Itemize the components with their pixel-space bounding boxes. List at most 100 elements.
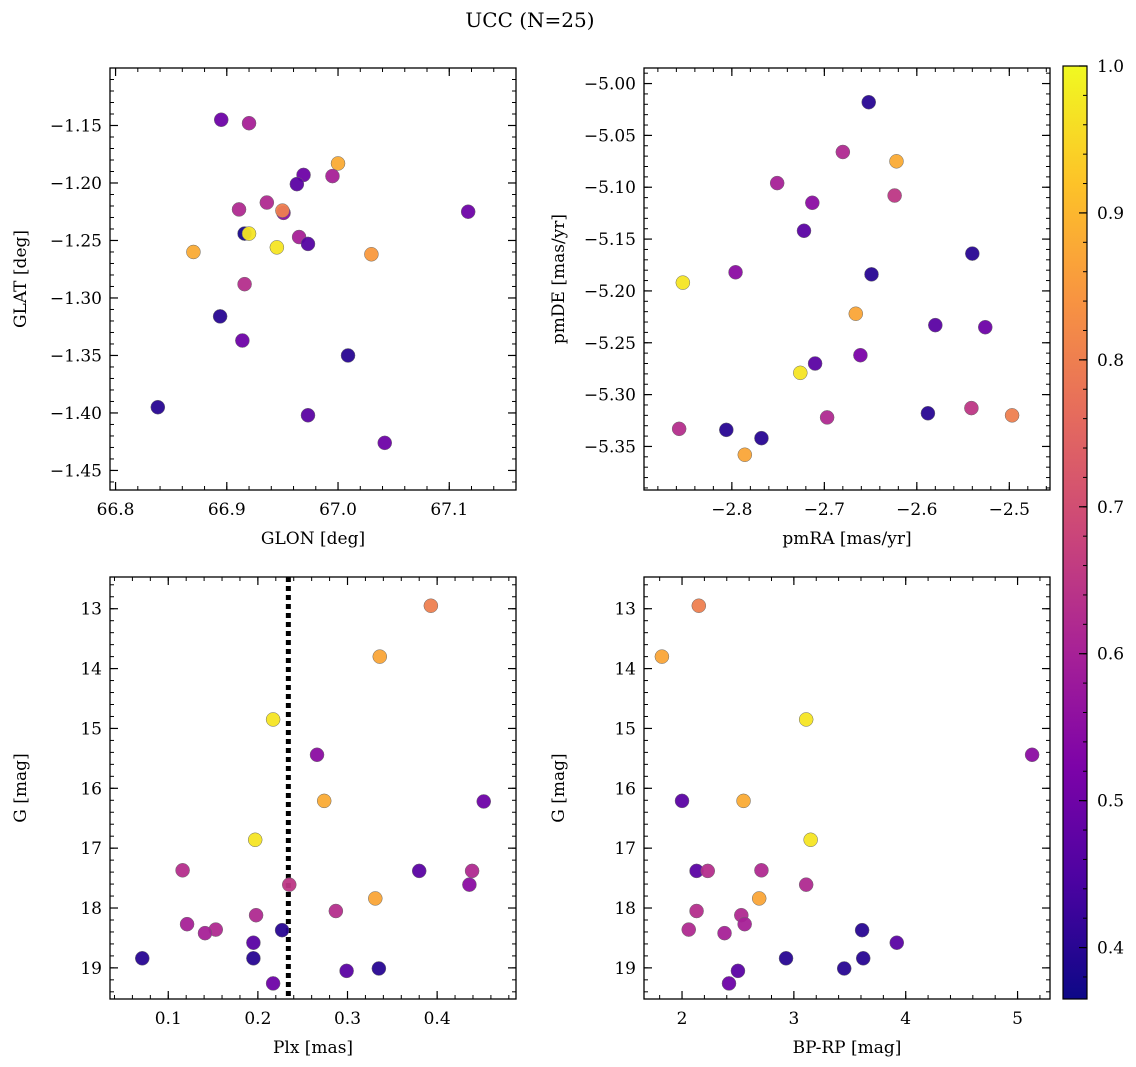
data-point (460, 204, 476, 219)
data-point (855, 951, 871, 966)
y-tick-label: −1.45 (50, 461, 102, 481)
data-point (848, 306, 864, 321)
data-point (237, 276, 252, 292)
data-point (339, 963, 354, 979)
y-tick-label: 14 (80, 660, 102, 680)
y-tick-label: 15 (614, 719, 636, 739)
data-point (309, 747, 325, 763)
y-tick-label: −5.20 (584, 282, 636, 302)
x-axis-label: GLON [deg] (261, 529, 365, 549)
data-point (275, 203, 290, 218)
data-point (864, 267, 879, 282)
y-tick-label: −1.30 (50, 289, 102, 309)
points (150, 112, 476, 451)
panels: 66.8 66.9 67.0 67.1 −1.45 −1.40 −1.35 −1.30 −1.2… (11, 67, 1051, 1058)
data-point (798, 877, 814, 892)
panel-3: 0.1 0.2 0.3 0.4 13 14 15 16 17 18 19 Plx [mas] G [ma… (11, 576, 517, 1058)
data-point (300, 236, 316, 252)
data-point (316, 793, 332, 809)
data-point (328, 903, 344, 919)
y-tick-label: 13 (80, 600, 102, 620)
y-tick-label: 14 (614, 660, 636, 680)
y-tick-label: −1.35 (50, 346, 102, 366)
data-point (964, 400, 979, 416)
data-point (805, 195, 820, 211)
data-point (965, 246, 980, 261)
data-point (377, 435, 392, 451)
data-point (372, 649, 388, 664)
y-tick-label: −1.20 (50, 174, 102, 194)
y-tick-label: −5.25 (584, 334, 636, 354)
y-tick-label: −1.40 (50, 404, 102, 424)
data-point (476, 794, 491, 809)
data-point (247, 832, 263, 848)
x-axis-label: BP-RP [mag] (793, 1038, 902, 1058)
y-tick-label: −5.15 (584, 230, 636, 250)
data-point (853, 347, 868, 363)
x-tick-label: −2.5 (989, 500, 1030, 520)
y-tick-label: 17 (80, 839, 102, 859)
data-point (807, 356, 823, 371)
data-point (700, 863, 716, 879)
y-axis-label: pmDE [mas/yr] (549, 214, 569, 344)
data-point (861, 94, 876, 110)
data-point (213, 112, 229, 127)
points (654, 598, 1040, 991)
colorbar-gradient (1062, 65, 1088, 1000)
data-point (411, 863, 427, 879)
axes-frame (109, 576, 517, 1000)
x-tick-label: 66.9 (208, 500, 246, 520)
data-point (246, 935, 261, 950)
x-tick-label: 3 (788, 1009, 799, 1029)
data-point (754, 863, 769, 878)
ticks (110, 577, 516, 999)
data-point (654, 649, 670, 664)
data-point (928, 317, 943, 333)
data-point (796, 223, 812, 239)
data-point (798, 712, 814, 727)
colorbar-tick-label: 1.0 (1097, 57, 1124, 77)
data-point (300, 408, 316, 423)
data-point (835, 144, 851, 160)
x-tick-label: 4 (900, 1009, 911, 1029)
data-point (212, 309, 228, 324)
x-tick-label: −2.7 (804, 500, 845, 520)
data-point (889, 154, 904, 169)
y-tick-label: −5.00 (584, 75, 636, 95)
panel-2: −2.8 −2.7 −2.6 −2.5 −5.35 −5.30 −5.25 −5.20 −5.1… (549, 67, 1051, 549)
data-point (819, 410, 835, 425)
data-point (689, 903, 704, 919)
data-point (854, 922, 870, 938)
x-axis-label: Plx [mas] (273, 1038, 353, 1058)
data-point (730, 963, 746, 979)
x-tick-label: 0.3 (334, 1009, 361, 1029)
ticks (110, 67, 517, 490)
data-point (179, 916, 195, 932)
data-point (197, 925, 213, 941)
y-tick-label: 19 (80, 959, 102, 979)
data-point (248, 907, 264, 923)
y-axis-label: G [mag] (549, 753, 569, 822)
y-tick-label: 19 (614, 959, 636, 979)
y-tick-label: −1.25 (50, 231, 102, 251)
data-point (265, 976, 281, 991)
y-axis-label: G [mag] (11, 753, 31, 822)
data-point (274, 922, 290, 938)
axes-frame (643, 576, 1051, 1000)
y-tick-label: −1.15 (50, 116, 102, 136)
data-point (231, 202, 247, 217)
colorbar-tick-label: 0.5 (1097, 792, 1124, 812)
colorbar-tick-label: 0.6 (1097, 645, 1124, 665)
y-tick-label: −5.35 (584, 437, 636, 457)
data-point (1004, 408, 1020, 423)
data-point (769, 175, 785, 191)
data-point (681, 922, 696, 937)
y-tick-label: 15 (80, 719, 102, 739)
data-point (289, 176, 305, 192)
data-point (135, 951, 150, 966)
data-point (691, 598, 707, 613)
data-point (721, 976, 737, 991)
data-point (671, 421, 687, 437)
y-tick-label: 16 (80, 779, 102, 799)
y-tick-label: 18 (80, 899, 102, 919)
